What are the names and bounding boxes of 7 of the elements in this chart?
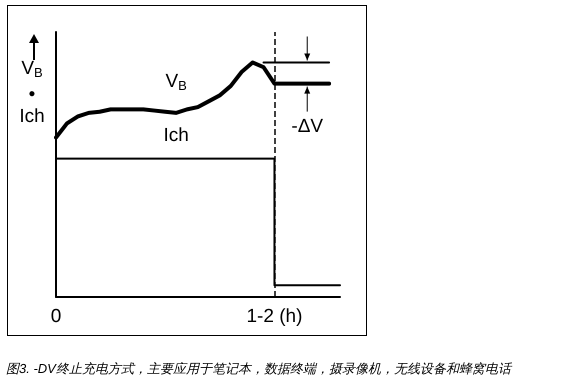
caption: 图3. -DV终止充电方式，主要应用于笔记本，数据终端，摄录像机，无线设备和蜂窝电话 <box>6 360 511 378</box>
annotation: -ΔV <box>291 116 324 138</box>
series-label: Ich <box>163 124 189 147</box>
y-axis-title: V$_{B}$ • Ich <box>18 58 46 128</box>
series-label: V$_{B}$ <box>165 70 187 95</box>
x-tick-label: 0 <box>50 306 62 327</box>
x-tick-label: 1-2 (h) <box>246 306 302 327</box>
